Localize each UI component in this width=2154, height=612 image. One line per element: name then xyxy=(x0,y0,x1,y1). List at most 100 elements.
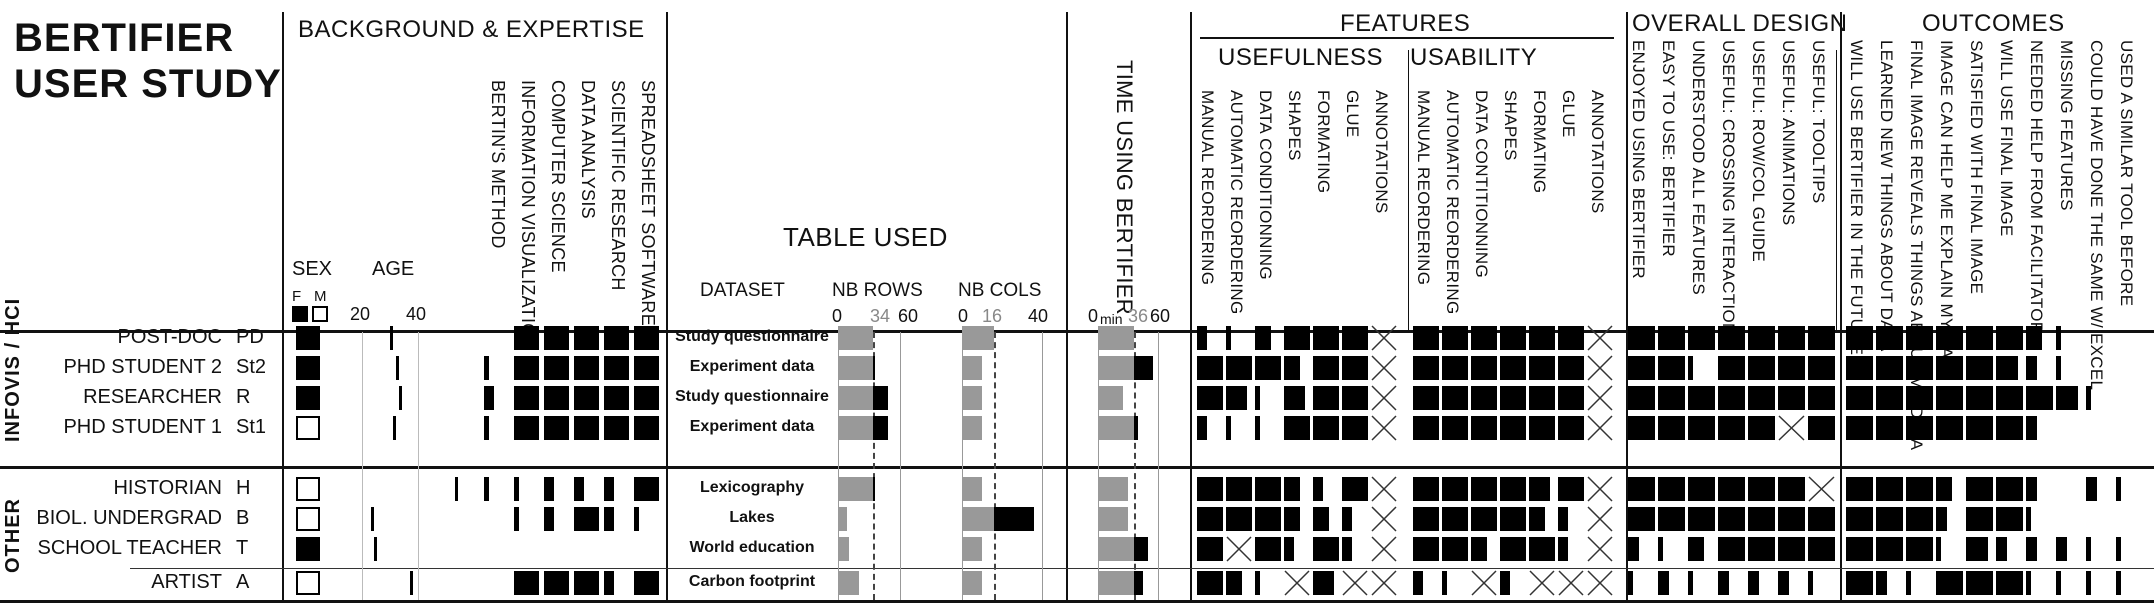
feature-col-header: COULD HAVE DONE THE SAME W/ EXCEL xyxy=(2087,40,2106,391)
not-applicable-cross-icon xyxy=(1371,355,1397,381)
feature-col-header: USED A SIMILAR TOOL BEFORE xyxy=(2117,40,2136,307)
rating-bar xyxy=(1748,507,1775,531)
rating-bar xyxy=(1313,571,1334,595)
cols-bar xyxy=(962,537,982,561)
rating-bar xyxy=(1500,356,1526,380)
rating-bar xyxy=(1197,386,1223,410)
expertise-bar xyxy=(514,326,539,350)
expertise-bar xyxy=(544,386,569,410)
rating-bar xyxy=(1226,571,1242,595)
expertise-col-header: COMPUTER SCIENCE xyxy=(548,80,568,273)
cols-bar xyxy=(962,507,994,531)
rating-bar xyxy=(1996,416,2023,440)
rating-bar xyxy=(1226,477,1252,501)
feature-col-header: FORMATING xyxy=(1530,90,1549,194)
not-applicable-cross-icon xyxy=(1587,325,1613,351)
not-applicable-cross-icon xyxy=(1587,355,1613,381)
rating-bar xyxy=(1197,477,1223,501)
rating-bar xyxy=(1718,326,1745,350)
cols-tick-0: 0 xyxy=(958,306,969,326)
rating-bar xyxy=(2026,537,2037,561)
feature-col-header: EASY TO USE: BERTIFIER xyxy=(1659,40,1678,257)
age-tick-40: 40 xyxy=(406,304,427,324)
time-bar-excess xyxy=(1134,537,1148,561)
rating-bar xyxy=(2116,477,2121,501)
rating-bar xyxy=(1996,326,2023,350)
rating-bar xyxy=(1966,386,1993,410)
overall-design-header: OVERALL DESIGN xyxy=(1632,10,1848,37)
age-mark xyxy=(396,356,399,380)
rating-bar xyxy=(1442,356,1468,380)
dataset-name: Lexicography xyxy=(699,479,805,496)
participant-label: PHD STUDENT 1 xyxy=(63,416,222,438)
rating-bar xyxy=(1876,326,1903,350)
rating-bar xyxy=(1255,416,1260,440)
participant-label: RESEARCHER xyxy=(83,386,222,408)
age-mark xyxy=(370,507,374,531)
not-applicable-cross-icon xyxy=(1587,476,1613,502)
time-bar-excess xyxy=(1134,571,1143,595)
dataset-name: Lakes xyxy=(729,509,775,526)
feature-col-header: USEFUL: CROSSING INTERACTIONS xyxy=(1719,40,1738,348)
rating-bar xyxy=(1936,356,1963,380)
rating-bar xyxy=(1442,416,1468,440)
rating-bar xyxy=(1471,326,1497,350)
rating-bar xyxy=(1628,537,1639,561)
expertise-bar xyxy=(514,507,519,531)
time-median-line xyxy=(1134,332,1136,600)
feature-col-header: USEFUL: ROW/COL GUIDE xyxy=(1749,40,1768,262)
sex-female-mark xyxy=(296,537,320,561)
expertise-bar xyxy=(544,477,554,501)
rating-bar xyxy=(1500,386,1526,410)
rating-bar xyxy=(1688,571,1693,595)
nb-rows-label: NB ROWS xyxy=(832,280,923,301)
rating-bar xyxy=(1936,537,1941,561)
participant-label: ARTIST xyxy=(151,571,222,593)
rows-bar-excess xyxy=(873,386,888,410)
rating-bar xyxy=(1936,326,1963,350)
rating-bar xyxy=(1906,356,1933,380)
participant-code: R xyxy=(236,386,251,408)
rating-bar xyxy=(1342,477,1368,501)
feature-col-header: ENJOYED USING BERTIFIER xyxy=(1629,40,1648,279)
participant-label: SCHOOL TEACHER xyxy=(37,537,222,559)
rating-bar xyxy=(1688,477,1715,501)
rating-bar xyxy=(1342,416,1368,440)
time-bar xyxy=(1098,537,1134,561)
not-applicable-cross-icon xyxy=(1587,536,1613,562)
rating-bar xyxy=(1197,571,1223,595)
time-bar-excess xyxy=(1134,416,1138,440)
not-applicable-cross-icon xyxy=(1587,415,1613,441)
rating-bar xyxy=(1846,507,1873,531)
expertise-bar xyxy=(514,477,519,501)
age-mark xyxy=(410,571,413,595)
rating-bar xyxy=(1748,386,1775,410)
rating-bar xyxy=(1996,537,2007,561)
time-bar xyxy=(1098,356,1134,380)
rating-bar xyxy=(1906,416,1933,440)
rating-bar xyxy=(1688,416,1715,440)
rating-bar xyxy=(1966,571,1993,595)
rating-bar xyxy=(1558,416,1584,440)
rating-bar xyxy=(1966,326,1993,350)
time-axis-line xyxy=(1098,332,1099,600)
overall-outcomes-divider xyxy=(1836,50,1837,330)
rating-bar xyxy=(1442,326,1468,350)
expertise-bar xyxy=(574,416,599,440)
rating-bar xyxy=(1658,477,1685,501)
rating-bar xyxy=(1529,416,1555,440)
rows-tick-60: 60 xyxy=(898,306,919,326)
time-tick-min: min xyxy=(1100,311,1123,327)
male-legend-swatch xyxy=(312,306,328,322)
expertise-bar xyxy=(634,356,659,380)
dataset-name: Study questionnaire xyxy=(675,388,829,405)
rating-bar xyxy=(2056,571,2061,595)
rating-bar xyxy=(1284,537,1294,561)
rating-bar xyxy=(1255,537,1281,561)
rating-bar xyxy=(1778,477,1805,501)
expertise-bar xyxy=(634,326,659,350)
rating-bar xyxy=(1658,507,1685,531)
female-label: F xyxy=(292,288,302,305)
rating-bar xyxy=(1628,386,1655,410)
feature-col-header: WILL USE BERTIFIER IN THE FUTURE xyxy=(1847,40,1866,356)
